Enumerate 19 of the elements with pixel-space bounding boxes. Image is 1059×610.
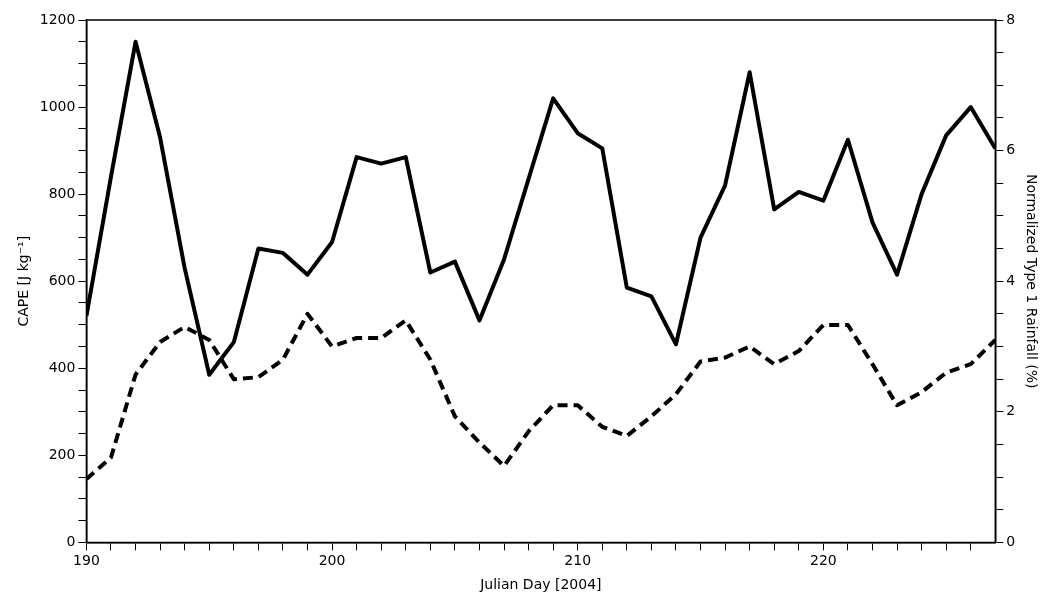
y2-tick-label: 8 [1006,10,1016,27]
y2-tick-label: 0 [1006,533,1016,550]
y-tick-label: 1200 [39,10,76,27]
y-tick-label: 0 [66,533,76,550]
y-tick-label: 200 [48,445,76,462]
x-tick-label: 200 [318,552,346,569]
y-axis-title: CAPE [J kg⁻¹] [15,235,32,327]
x-axis-title: Julian Day [2004] [479,576,602,593]
y2-axis-title: Normalized Type 1 Rainfall (%) [1023,173,1040,389]
y-tick-label: 1000 [39,97,76,114]
y2-tick-label: 4 [1006,271,1016,288]
y-tick-label: 400 [48,358,76,375]
x-tick-label: 190 [73,552,100,569]
x-tick-label: 220 [809,552,837,569]
y2-tick-label: 2 [1006,402,1016,419]
x-tick-label: 210 [564,552,592,569]
y2-tick-label: 6 [1006,141,1016,158]
y-tick-label: 600 [48,271,76,288]
y-tick-label: 800 [48,184,76,201]
